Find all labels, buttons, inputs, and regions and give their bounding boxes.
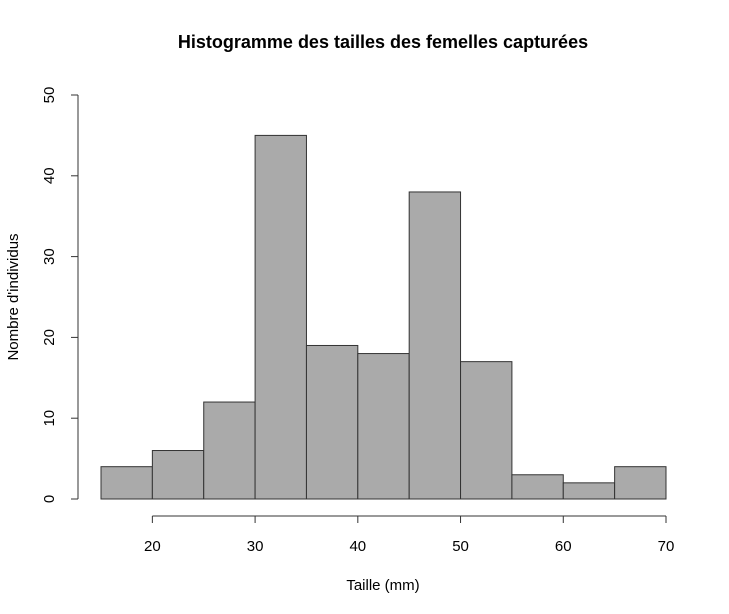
y-tick-label: 10 [41, 410, 58, 427]
y-tick-label: 20 [41, 329, 58, 346]
x-tick-label: 70 [658, 538, 675, 555]
x-axis: 20 30 40 50 60 70 [144, 515, 675, 555]
y-tick-label: 0 [41, 495, 58, 503]
histogram-bar-25-30 [203, 401, 256, 500]
x-tick-label: 20 [144, 538, 161, 555]
y-tick-label: 50 [41, 87, 58, 104]
histogram-bar-50-55 [460, 361, 513, 500]
histogram-bar-15-20 [100, 466, 153, 500]
x-tick-label: 50 [452, 538, 469, 555]
bars-group [100, 134, 667, 500]
histogram-bar-40-45 [357, 353, 410, 500]
histogram-bar-20-25 [151, 450, 205, 500]
histogram-bar-55-60 [511, 474, 564, 500]
chart-title: Histogramme des tailles des femelles cap… [178, 32, 588, 52]
y-axis-label: Nombre d'individus [5, 233, 22, 360]
histogram-bar-65-70 [614, 466, 667, 500]
histogram-bar-35-40 [305, 344, 359, 500]
x-tick-label: 30 [247, 538, 264, 555]
y-tick-label: 40 [41, 167, 58, 184]
x-axis-label: Taille (mm) [346, 577, 419, 594]
histogram-bar-30-35 [254, 134, 307, 500]
histogram-bar-60-65 [562, 482, 616, 500]
y-tick-label: 30 [41, 248, 58, 265]
histogram-bar-45-50 [408, 191, 462, 500]
x-tick-label: 40 [349, 538, 366, 555]
y-axis: 0 10 20 30 40 50 [41, 87, 79, 503]
x-tick-label: 60 [555, 538, 572, 555]
